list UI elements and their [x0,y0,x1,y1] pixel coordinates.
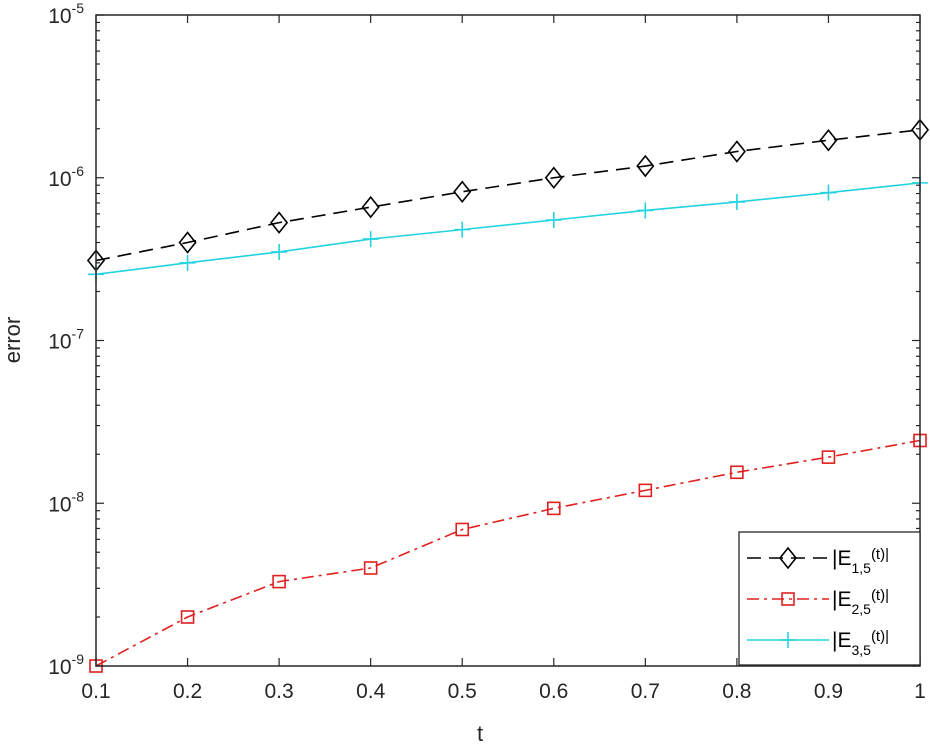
diamond-marker [819,128,838,152]
plus-marker [454,221,471,238]
plus-marker [362,231,379,248]
series-line [95,439,921,667]
diamond-marker [178,231,197,254]
square-marker [272,574,286,589]
legend-box [738,531,921,666]
plus-marker [637,202,654,219]
diamond-marker [544,166,563,190]
legend: |E1,5(t)| |E2,5(t)| |E3,5(t)| [738,531,921,666]
series-layer [86,118,930,673]
series-line [95,129,921,262]
legend-label: |E3,5(t)| [832,628,889,658]
y-tick-label: 10-9 [48,651,84,679]
plus-marker [271,243,288,260]
x-tick-label: 0.2 [173,680,202,703]
square-marker [821,450,836,464]
y-tick-label: 10-8 [48,488,84,516]
legend-label: |E1,5(t)| [832,546,889,576]
legend-item-2: |E2,5(t)| [747,587,889,617]
x-tick-label: 0.5 [448,680,477,703]
legend-item-1: |E1,5(t)| [747,546,889,576]
x-tick-label: 0.7 [631,680,660,703]
x-tick-label: 0.1 [81,680,110,703]
square-marker [180,610,195,624]
diamond-marker [361,195,380,219]
x-tick-label: 1 [914,680,926,703]
series-1 [86,118,930,272]
x-tick-label: 0.6 [539,680,568,703]
square-marker [455,522,470,537]
square-marker [546,501,561,516]
x-tick-label: 0.9 [814,680,843,703]
square-marker [730,465,744,480]
plus-marker [728,193,745,210]
y-tick-label: 10-6 [48,163,84,191]
diamond-marker [453,180,472,204]
axes: 0.1 0.2 0.3 0.4 0.5 0.6 0.7 0.8 0.9 1 10-5 10-6 10-7… [48,0,926,703]
diamond-marker [636,154,655,178]
series-2 [89,433,927,673]
x-tick-label: 0.4 [356,680,386,703]
legend-item-3: |E3,5(t)| [747,628,889,658]
x-tick-label: 0.3 [265,680,294,703]
series-line [95,182,921,276]
diamond-marker [778,546,798,570]
legend-label: |E2,5(t)| [832,587,889,617]
plus-marker [780,632,796,648]
diamond-marker [270,211,289,234]
plus-marker [820,184,837,201]
y-axis-label: error [0,317,25,363]
square-marker [363,561,378,575]
square-marker [638,483,653,498]
plus-marker [545,212,562,229]
square-marker [781,592,795,606]
diamond-marker [727,140,746,163]
plus-marker [179,254,196,271]
y-tick-label: 10-7 [48,326,84,354]
y-tick-label: 10-5 [48,0,84,28]
x-axis-label: t [477,721,483,746]
x-tick-label: 0.8 [722,680,751,703]
